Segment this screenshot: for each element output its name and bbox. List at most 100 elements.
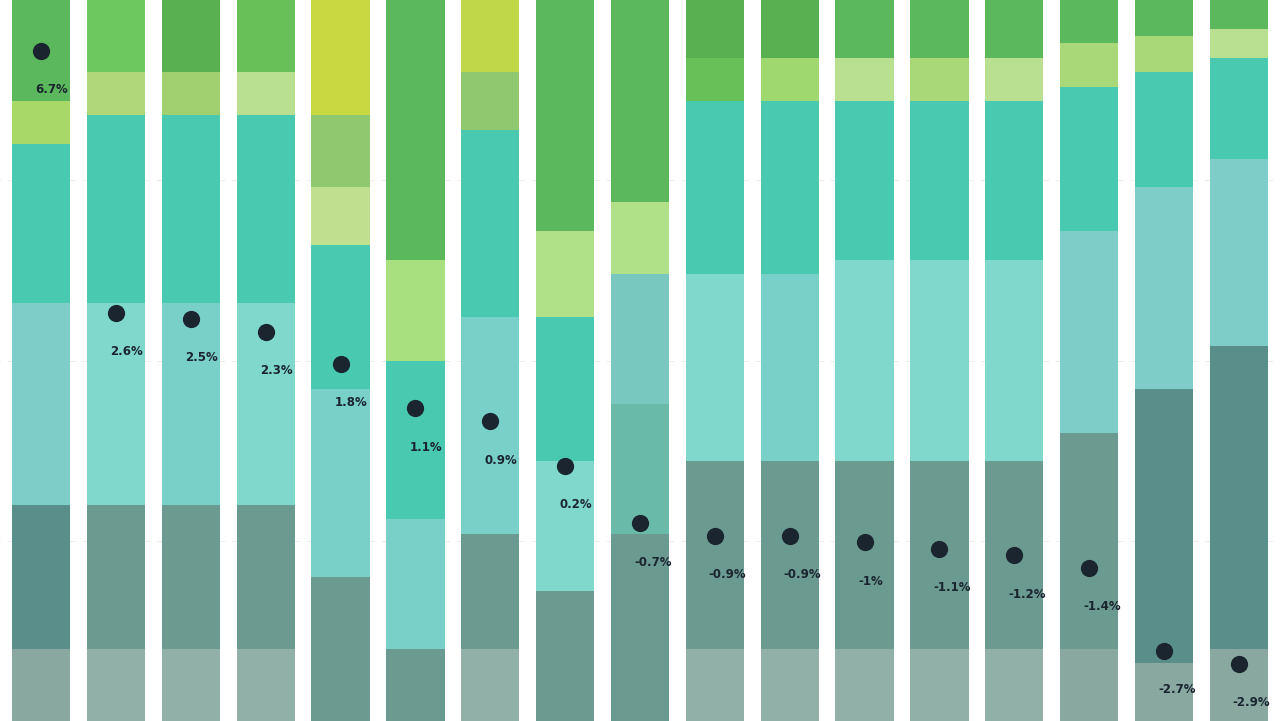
Bar — [161, 649, 220, 721]
Bar — [461, 0, 520, 72]
Bar — [311, 0, 370, 115]
Bar — [1135, 187, 1193, 389]
Bar — [1210, 58, 1268, 159]
Bar — [161, 72, 220, 115]
Text: -2.7%: -2.7% — [1158, 684, 1196, 696]
Bar — [311, 245, 370, 389]
Bar — [910, 260, 969, 461]
Bar — [1135, 663, 1193, 721]
Point — [704, 530, 724, 541]
Bar — [836, 260, 893, 461]
Bar — [87, 505, 145, 649]
Bar — [611, 404, 669, 534]
Bar — [87, 649, 145, 721]
Bar — [12, 101, 70, 144]
Bar — [87, 0, 145, 72]
Text: 2.3%: 2.3% — [260, 364, 292, 377]
Bar — [986, 101, 1043, 260]
Bar — [311, 115, 370, 187]
Bar — [986, 260, 1043, 461]
Bar — [387, 360, 444, 519]
Bar — [161, 115, 220, 303]
Bar — [910, 461, 969, 649]
Bar — [836, 649, 893, 721]
Text: 0.9%: 0.9% — [484, 454, 517, 466]
Bar — [986, 58, 1043, 101]
Text: 1.8%: 1.8% — [334, 396, 367, 409]
Bar — [536, 0, 594, 231]
Bar — [461, 130, 520, 317]
Bar — [311, 389, 370, 577]
Bar — [387, 260, 444, 360]
Bar — [387, 0, 444, 260]
Bar — [12, 649, 70, 721]
Bar — [1135, 36, 1193, 72]
Bar — [986, 0, 1043, 58]
Bar — [836, 58, 893, 101]
Point — [180, 313, 201, 324]
Bar — [611, 534, 669, 721]
Bar — [461, 72, 520, 130]
Point — [1004, 549, 1024, 561]
Bar — [760, 0, 819, 58]
Bar — [461, 534, 520, 649]
Text: -1%: -1% — [859, 575, 883, 588]
Bar — [760, 58, 819, 101]
Bar — [1135, 389, 1193, 663]
Point — [854, 536, 874, 548]
Point — [1079, 562, 1100, 574]
Text: -0.9%: -0.9% — [709, 568, 746, 581]
Bar — [1135, 0, 1193, 36]
Bar — [611, 0, 669, 202]
Bar — [910, 101, 969, 260]
Text: 6.7%: 6.7% — [35, 84, 68, 97]
Text: 1.1%: 1.1% — [410, 441, 442, 454]
Bar — [1210, 346, 1268, 649]
Point — [106, 307, 127, 319]
Bar — [536, 231, 594, 317]
Bar — [910, 58, 969, 101]
Bar — [760, 274, 819, 461]
Bar — [686, 101, 744, 274]
Bar — [12, 0, 70, 101]
Bar — [1060, 649, 1119, 721]
Bar — [760, 101, 819, 274]
Bar — [986, 461, 1043, 649]
Text: 2.6%: 2.6% — [110, 345, 143, 358]
Bar — [1060, 433, 1119, 649]
Bar — [87, 72, 145, 115]
Bar — [237, 303, 294, 505]
Bar — [311, 187, 370, 245]
Bar — [1210, 29, 1268, 58]
Bar — [387, 649, 444, 721]
Point — [256, 326, 276, 337]
Point — [556, 460, 576, 472]
Text: -0.7%: -0.7% — [634, 556, 672, 569]
Bar — [686, 649, 744, 721]
Point — [929, 543, 950, 554]
Bar — [161, 0, 220, 72]
Text: -1.2%: -1.2% — [1009, 588, 1046, 601]
Point — [630, 518, 650, 529]
Bar — [387, 519, 444, 649]
Point — [330, 358, 351, 369]
Text: 0.2%: 0.2% — [559, 498, 591, 511]
Text: -1.4%: -1.4% — [1083, 601, 1121, 614]
Bar — [836, 101, 893, 260]
Bar — [87, 303, 145, 505]
Bar — [686, 0, 744, 58]
Bar — [237, 0, 294, 72]
Bar — [760, 461, 819, 649]
Bar — [161, 505, 220, 649]
Bar — [1135, 72, 1193, 187]
Bar — [237, 72, 294, 115]
Bar — [237, 649, 294, 721]
Point — [780, 530, 800, 541]
Bar — [461, 649, 520, 721]
Point — [1229, 658, 1249, 669]
Text: -1.1%: -1.1% — [933, 581, 972, 594]
Bar — [986, 649, 1043, 721]
Bar — [686, 461, 744, 649]
Bar — [87, 115, 145, 303]
Bar — [536, 317, 594, 461]
